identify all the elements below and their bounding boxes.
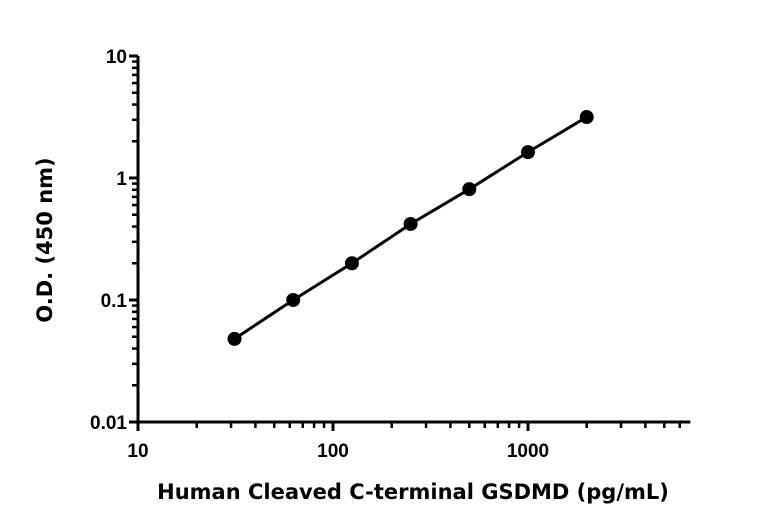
data-point [286, 293, 301, 307]
x-axis-title: Human Cleaved C-terminal GSDMD (pg/mL) [157, 480, 669, 504]
data-point [579, 110, 594, 125]
data-series [227, 110, 594, 346]
data-point [344, 256, 359, 271]
y-tick-label: 10 [106, 47, 127, 68]
x-tick-label: 100 [317, 441, 349, 462]
data-point [227, 331, 242, 346]
y-axis: 0.01 0.1 1 10 [90, 47, 140, 434]
data-point [521, 145, 535, 160]
y-tick-label: 1 [116, 169, 127, 190]
y-tick-label: 0.1 [101, 291, 128, 312]
y-tick-label: 0.01 [90, 413, 127, 434]
data-point [462, 182, 477, 197]
y-axis-title: O.D. (450 nm) [33, 157, 57, 322]
x-tick-label: 1000 [507, 441, 549, 462]
data-point [403, 216, 418, 231]
x-axis: 10 100 1000 [127, 420, 691, 462]
x-tick-label: 10 [127, 441, 148, 462]
